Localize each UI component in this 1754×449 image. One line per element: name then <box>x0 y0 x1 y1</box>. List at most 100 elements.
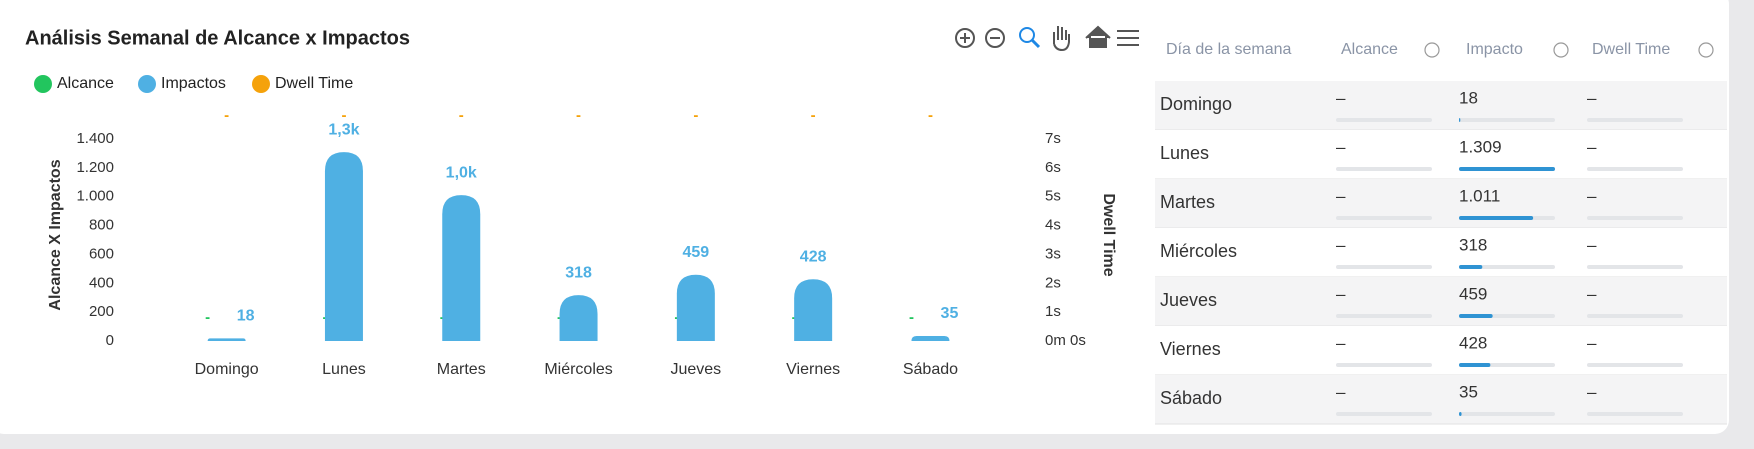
y2-axis-title: Dwell Time <box>1100 193 1117 276</box>
table-cell: Lunes <box>1160 143 1209 163</box>
data-label: 18 <box>237 308 255 325</box>
table-row <box>1155 375 1727 424</box>
data-label: - <box>928 107 933 124</box>
legend-marker <box>34 75 52 93</box>
table-cell: – <box>1336 137 1346 156</box>
progress-bar <box>1459 363 1491 367</box>
table-cell: Miércoles <box>1160 241 1237 261</box>
y2-tick-label: 4s <box>1045 217 1061 234</box>
table-row <box>1155 130 1727 179</box>
table-cell: – <box>1336 382 1346 401</box>
progress-track <box>1587 216 1683 220</box>
progress-bar <box>1459 167 1555 171</box>
table-cell: 318 <box>1459 235 1487 254</box>
progress-track <box>1587 363 1683 367</box>
y2-tick-label: 2s <box>1045 274 1061 291</box>
progress-track <box>1587 314 1683 318</box>
legend-marker <box>138 75 156 93</box>
table-cell: – <box>1587 235 1597 254</box>
data-label: 35 <box>941 305 959 322</box>
progress-bar <box>1459 412 1462 416</box>
progress-bar <box>1459 216 1534 220</box>
y-axis-title: Alcance X Impactos <box>47 159 64 310</box>
progress-track <box>1336 314 1432 318</box>
progress-track <box>1587 118 1683 122</box>
y-tick-label: 1.400 <box>76 130 114 147</box>
data-label: - <box>576 107 581 124</box>
zoom-select[interactable] <box>1019 27 1035 43</box>
progress-track <box>1587 167 1683 171</box>
info-icon[interactable] <box>1553 42 1569 58</box>
bar <box>794 279 833 341</box>
bar <box>442 195 481 341</box>
data-label: 1,3k <box>328 121 359 138</box>
bar <box>559 295 598 341</box>
table-row <box>1155 277 1727 326</box>
table-cell: – <box>1336 284 1346 303</box>
y2-tick-label: 1s <box>1045 303 1061 320</box>
progress-track <box>1459 265 1555 269</box>
zoom-select-icon <box>1030 38 1041 49</box>
table-cell: – <box>1587 333 1597 352</box>
y-tick-label: 1.000 <box>76 188 114 205</box>
x-tick-label: Miércoles <box>544 361 612 378</box>
legend-label: Dwell Time <box>275 75 353 92</box>
zoom-in[interactable] <box>955 28 975 48</box>
zoom-out[interactable] <box>985 28 1005 48</box>
table-cell: 35 <box>1459 382 1478 401</box>
zoom-in-icon <box>960 33 970 43</box>
y2-tick-label: 5s <box>1045 188 1061 205</box>
table-row <box>1155 81 1727 130</box>
y2-tick-label: 0m 0s <box>1045 332 1086 349</box>
y-tick-label: 400 <box>89 274 114 291</box>
legend-label: Alcance <box>57 75 114 92</box>
y2-tick-label: 7s <box>1045 130 1061 147</box>
info-icon[interactable] <box>1698 42 1714 58</box>
progress-bar <box>1459 118 1461 122</box>
progress-track <box>1459 412 1555 416</box>
y-tick-label: 800 <box>89 217 114 234</box>
table-header: Día de la semana <box>1166 41 1292 58</box>
pan[interactable] <box>1053 26 1070 52</box>
progress-bar <box>1459 314 1493 318</box>
home[interactable] <box>1085 25 1111 48</box>
bar <box>207 338 246 341</box>
y2-tick-label: 6s <box>1045 159 1061 176</box>
y-tick-label: 200 <box>89 303 114 320</box>
data-label: - <box>811 107 816 124</box>
table-cell: 18 <box>1459 88 1478 107</box>
x-tick-label: Jueves <box>670 361 721 378</box>
bar <box>676 274 715 341</box>
progress-track <box>1587 265 1683 269</box>
table-row <box>1155 228 1727 277</box>
table-cell: 1.309 <box>1459 137 1502 156</box>
y-tick-label: 0 <box>106 332 114 349</box>
table-cell: Domingo <box>1160 94 1232 114</box>
progress-track <box>1336 167 1432 171</box>
y-tick-label: 1.200 <box>76 159 114 176</box>
table-header: Alcance <box>1341 41 1398 58</box>
table-cell: – <box>1587 186 1597 205</box>
data-label: 459 <box>682 244 709 261</box>
x-tick-label: Sábado <box>903 361 958 378</box>
table-cell: – <box>1587 284 1597 303</box>
menu[interactable] <box>1117 30 1139 46</box>
data-label: - <box>224 107 229 124</box>
progress-bar <box>1459 265 1483 269</box>
x-tick-label: Viernes <box>786 361 840 378</box>
table-cell: – <box>1336 235 1346 254</box>
toolbar[interactable] <box>955 25 1139 52</box>
chart-title: Análisis Semanal de Alcance x Impactos <box>25 27 410 49</box>
bar <box>324 152 363 341</box>
progress-track <box>1459 118 1555 122</box>
progress-track <box>1336 412 1432 416</box>
progress-track <box>1336 216 1432 220</box>
data-label: - <box>341 107 346 124</box>
data-label: 428 <box>800 248 827 265</box>
table-cell: – <box>1336 333 1346 352</box>
data-label: - <box>909 309 914 326</box>
table-row <box>1155 179 1727 228</box>
info-icon[interactable] <box>1424 42 1440 58</box>
data-label: 1,0k <box>446 164 477 181</box>
